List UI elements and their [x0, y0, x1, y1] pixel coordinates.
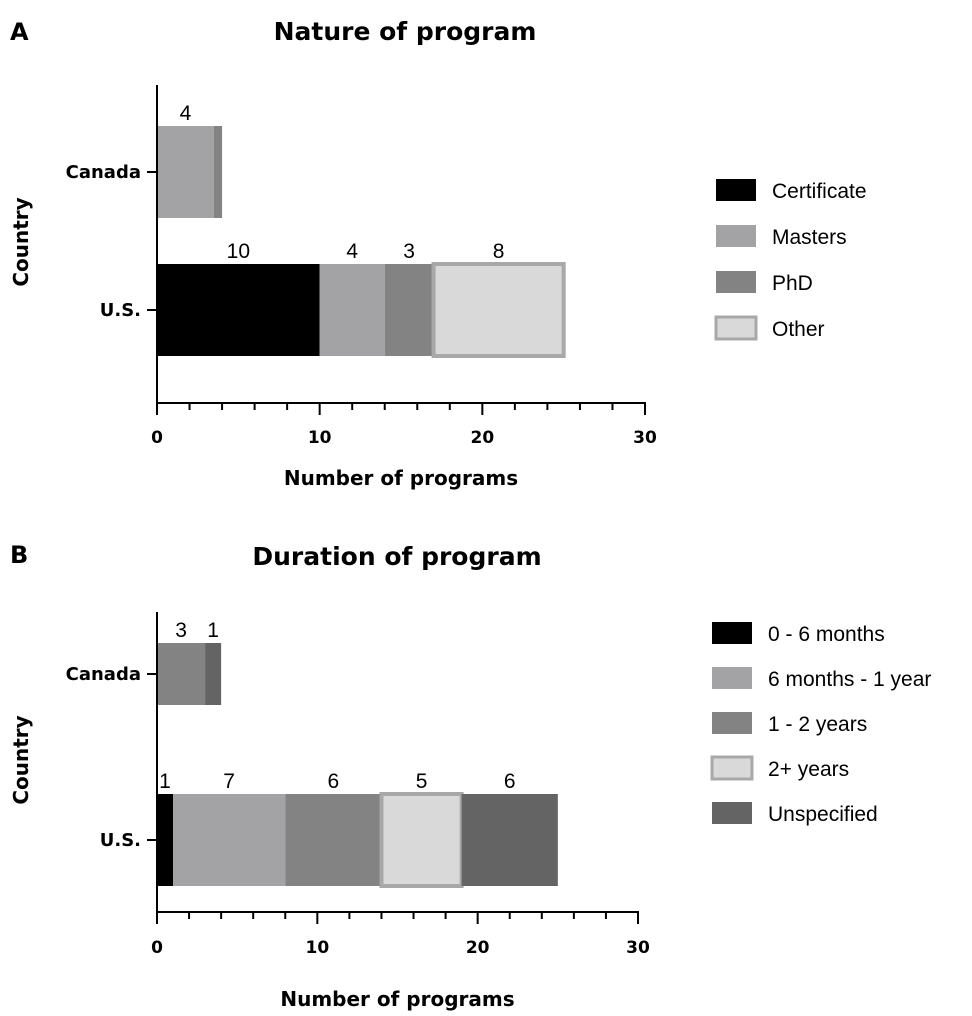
data-label: 10 [227, 240, 250, 263]
data-label: 1 [207, 619, 219, 642]
bar-segment [379, 792, 464, 888]
x-tick-label: 30 [626, 938, 650, 958]
bar-segment [205, 643, 222, 705]
bar-segment [157, 643, 206, 705]
bar-segment [173, 794, 286, 886]
legend-label: Other [772, 318, 825, 341]
bar-segment [285, 794, 382, 886]
legend-swatch [712, 712, 752, 734]
legend-label: 6 months - 1 year [768, 668, 931, 691]
x-tick-label: 10 [308, 428, 332, 448]
bar-segment [213, 126, 223, 218]
x-axis-title: Number of programs [280, 987, 514, 1011]
legend-label: 2+ years [768, 758, 849, 781]
data-label: 7 [223, 770, 235, 793]
legend-swatch [716, 225, 756, 247]
bar-segment [461, 794, 558, 886]
legend-label: 1 - 2 years [768, 713, 867, 736]
category-label: Canada [66, 162, 141, 183]
data-label: 6 [328, 770, 340, 793]
panel-letter: B [10, 541, 28, 569]
bar-segment [384, 264, 434, 356]
data-label: 1 [159, 770, 171, 793]
category-label: U.S. [100, 830, 141, 851]
legend-swatch [712, 622, 752, 644]
legend-label: Masters [772, 226, 847, 249]
bar-segment [319, 264, 385, 356]
legend-swatch [712, 667, 752, 689]
x-tick-label: 0 [151, 428, 163, 448]
x-tick-label: 20 [470, 428, 494, 448]
category-label: Canada [66, 664, 141, 685]
x-axis-title: Number of programs [284, 466, 518, 490]
bar-segment [157, 264, 320, 356]
y-axis-title: Country [9, 715, 33, 804]
legend-label: PhD [772, 272, 813, 295]
data-label: 4 [180, 102, 192, 125]
bar-segment [431, 262, 566, 358]
data-label: 4 [346, 240, 358, 263]
legend-label: Unspecified [768, 803, 878, 826]
legend-swatch [710, 755, 754, 781]
x-tick-label: 10 [305, 938, 329, 958]
legend-swatch [714, 315, 758, 341]
data-label: 5 [416, 770, 428, 793]
legend-swatch [712, 802, 752, 824]
data-label: 3 [175, 619, 187, 642]
panel-letter: A [10, 18, 29, 46]
legend-swatch [716, 271, 756, 293]
data-label: 6 [504, 770, 516, 793]
chart-title: Duration of program [252, 542, 541, 571]
chart-title: Nature of program [274, 17, 537, 46]
legend-label: Certificate [772, 180, 867, 203]
bar-segment [157, 126, 214, 218]
data-label: 8 [493, 240, 505, 263]
y-axis-title: Country [9, 197, 33, 286]
legend-label: 0 - 6 months [768, 623, 885, 646]
x-tick-label: 20 [466, 938, 490, 958]
legend-swatch [716, 179, 756, 201]
data-label: 3 [403, 240, 415, 263]
x-tick-label: 30 [633, 428, 657, 448]
bar-segment [157, 794, 174, 886]
category-label: U.S. [100, 300, 141, 321]
x-tick-label: 0 [151, 938, 163, 958]
